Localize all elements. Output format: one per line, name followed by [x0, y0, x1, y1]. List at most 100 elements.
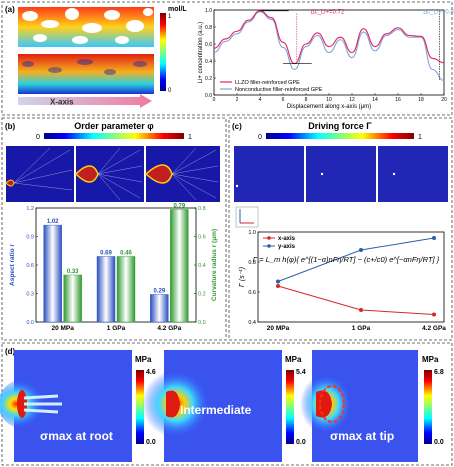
chart-c-point — [359, 248, 363, 252]
chart-c-plot-area — [257, 231, 445, 323]
chart-b-y2tick-label: 0.4 — [198, 263, 206, 269]
driving-force-formula: Γ = L_m h(φ){ e^[(1−α)nFη/RT] − (c+/c0) … — [253, 255, 440, 264]
chart-a-ytick-label: 0.0 — [205, 93, 212, 99]
chart-a-xtick-label: 4 — [259, 97, 262, 103]
panel-c-title: Driving force Γ — [308, 121, 372, 131]
chart-c-point — [276, 284, 280, 288]
chart-b-bar-aspect — [96, 256, 116, 323]
chart-c-legend-label: x-axis — [278, 236, 296, 242]
chart-c-point — [432, 236, 436, 240]
panel-c-frame — [228, 117, 453, 341]
chart-b-ylabel: Aspect ratio r — [9, 244, 16, 286]
chart-a-xtick-label: 0 — [213, 97, 216, 103]
chart-a-xtick-label: 20 — [441, 97, 447, 103]
panel-c-colorbar-max: 1 — [418, 134, 422, 141]
chart-c-ytick-label: 0.8 — [248, 260, 256, 266]
panel-c-colorbar — [266, 133, 414, 139]
chart-b-category-label: 20 MPa — [51, 325, 74, 332]
chart-b-ytick-label: 0.9 — [26, 235, 34, 241]
chart-b-y2tick-label: 0.8 — [198, 206, 206, 212]
stress-max-intermediate: 5.4 — [296, 369, 306, 376]
chart-c-driving-force: 0.4 0.6 0.8 1.0 Γ (s⁻¹) 20 MPa 1 GPa 4.2 GPa x-a… — [239, 230, 446, 332]
chart-a-ytick-label: 0.2 — [205, 76, 212, 82]
chart-c-ytick-label: 0.6 — [248, 290, 256, 296]
chart-a-ylabel: Li+ concentration (a.u.) — [198, 22, 204, 84]
chart-a-xtick-label: 10 — [326, 97, 332, 103]
stress-map-intermediate-caption: Intermediate — [180, 403, 252, 417]
chart-b-data-label: 0.33 — [67, 269, 79, 275]
chart-a-series-line — [213, 10, 445, 65]
panel-c-label: (c) — [232, 122, 242, 131]
stress-max-root: 4.6 — [146, 369, 156, 376]
stress-colorbar-root — [136, 370, 144, 444]
stress-unit-tip: MPa — [422, 355, 439, 364]
stress-map-root: σmax at root — [0, 350, 132, 462]
chart-a-xtick-label: 12 — [349, 97, 355, 103]
chart-b-bar-curvature — [63, 274, 82, 323]
order-parameter-maps — [5, 146, 220, 202]
chart-c-legend-marker — [267, 236, 271, 240]
stress-map-tip: σmax at tip — [300, 350, 418, 462]
stress-min-tip: 0.0 — [434, 439, 444, 446]
chart-b-data-label: 0.79 — [173, 203, 185, 209]
chart-a-xtick-label: 18 — [418, 97, 424, 103]
chart-b-y2tick-label: 0.0 — [198, 320, 206, 326]
chart-c-legend-label: y-axis — [278, 244, 296, 250]
chart-a-xtick-label: 6 — [282, 97, 285, 103]
panel-a-colorbar-max: 1 — [168, 14, 172, 20]
panel-b-colorbar-max: 1 — [188, 134, 192, 141]
chart-a-ytick-label: 0.4 — [205, 59, 212, 65]
chart-a-li-concentration: 0 2 4 6 8 10 12 14 16 18 20 0.0 0.2 0.4 0.6 0.8 1.0 Displ… — [198, 8, 454, 110]
panel-a-colorbar-min: 0 — [168, 88, 172, 94]
chart-b-y2label: Curvature radius r (μm) — [211, 229, 218, 301]
stress-colorbar-intermediate — [286, 370, 294, 444]
concentration-map-bottom — [18, 54, 154, 94]
panel-b-frame — [1, 117, 227, 341]
chart-c-point — [432, 312, 436, 317]
chart-b-y2tick-label: 0.2 — [198, 292, 206, 298]
x-axis-arrow — [18, 94, 152, 108]
concentration-map-top — [18, 7, 154, 47]
stress-map-tip-caption: σmax at tip — [330, 429, 394, 443]
panel-b-colorbar-min: 0 — [36, 134, 40, 141]
chart-b-aspect-curvature: 0.0 0.3 0.6 0.9 1.2 0.0 0.2 0.4 0.6 0.8 Aspect rat… — [9, 203, 218, 332]
chart-a-legend-label: LLZO filler-reinforced GPE — [235, 80, 300, 86]
chart-c-ytick-label: 1.0 — [248, 230, 256, 236]
chart-c-category-label: 20 MPa — [267, 325, 290, 332]
chart-a-legend-label: Nonconductive filler-reinforced GPE — [235, 87, 323, 93]
panel-a-frame — [1, 1, 453, 116]
chart-c-category-label: 1 GPa — [352, 325, 371, 332]
chart-a-xtick-label: 2 — [236, 97, 239, 103]
chart-b-category-label: 1 GPa — [107, 325, 126, 332]
x-axis-arrow-label: X-axis — [50, 98, 74, 107]
chart-b-bar-curvature — [116, 256, 136, 323]
chart-b-category-label: 4.2 GPa — [157, 325, 181, 332]
chart-b-data-label: 0.69 — [100, 250, 112, 256]
panel-d-label: (d) — [5, 347, 16, 356]
chart-c-ylabel: Γ (s⁻¹) — [239, 267, 246, 287]
chart-c-legend-marker — [267, 244, 271, 248]
chart-b-ytick-label: 1.2 — [26, 206, 34, 212]
chart-b-data-label: 1.02 — [47, 219, 59, 225]
panel-a-unit: mol/L — [168, 6, 187, 13]
panel-b-colorbar — [44, 133, 184, 139]
chart-b-data-label: 0.46 — [120, 250, 132, 256]
stress-map-root-caption: σmax at root — [40, 429, 113, 443]
chart-c-ytick-label: 0.4 — [248, 320, 256, 326]
chart-b-ytick-label: 0.0 — [26, 320, 34, 326]
chart-b-bar-curvature — [170, 209, 189, 323]
chart-c-point — [359, 308, 363, 312]
chart-a-series-line — [213, 11, 445, 82]
chart-b-y2tick-label: 0.6 — [198, 235, 206, 241]
stress-min-root: 0.0 — [146, 439, 156, 446]
chart-a-annotation: Δc_Li+=0.72 — [311, 9, 345, 15]
stress-colorbar-tip — [424, 370, 432, 444]
chart-b-data-label: 0.29 — [153, 288, 165, 294]
chart-c-point — [276, 279, 280, 284]
stress-min-intermediate: 0.0 — [296, 439, 306, 446]
panel-c-colorbar-min: 0 — [258, 134, 262, 141]
chart-a-xtick-label: 8 — [305, 97, 308, 103]
chart-a-xtick-label: 16 — [395, 97, 401, 103]
chart-c-series-line — [277, 285, 435, 315]
stress-unit-root: MPa — [135, 355, 152, 364]
